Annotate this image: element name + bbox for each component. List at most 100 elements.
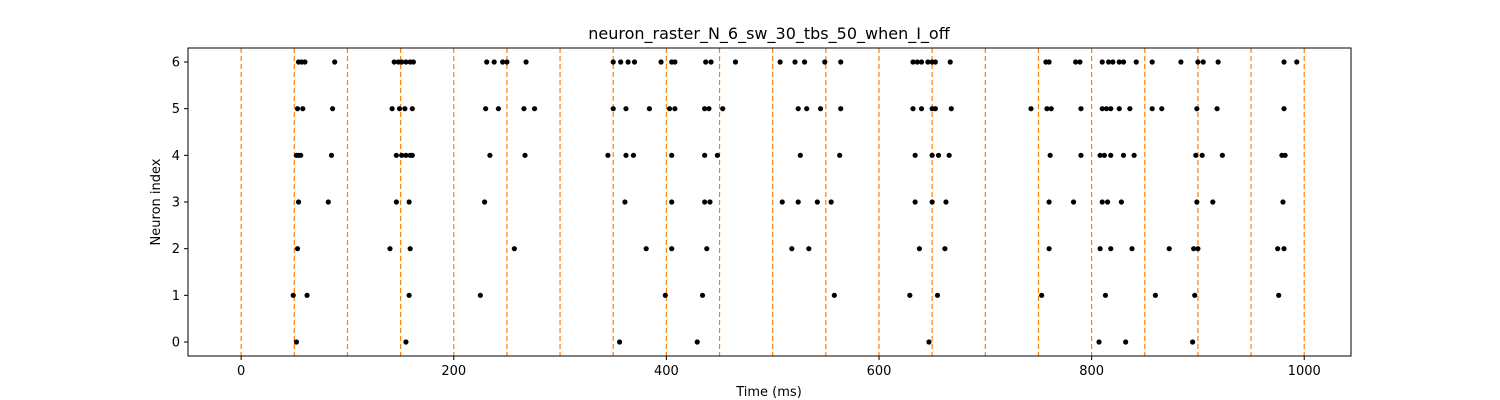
spike-dot xyxy=(918,59,925,65)
spike-dot xyxy=(792,59,798,65)
spike-dot xyxy=(801,59,808,65)
spike-dot xyxy=(838,106,844,112)
spike-dot xyxy=(943,199,949,205)
spike-dot xyxy=(1028,106,1034,112)
spike-dot xyxy=(622,199,628,205)
spike-dot xyxy=(914,59,920,65)
spike-dot xyxy=(610,59,616,65)
spike-dot xyxy=(831,292,837,298)
spike-dot xyxy=(1099,106,1105,112)
spike-dot xyxy=(1078,106,1084,112)
spike-dot xyxy=(325,199,331,205)
spike-dot xyxy=(732,59,739,65)
spike-dot xyxy=(1195,59,1201,65)
spike-dot xyxy=(720,106,726,112)
spike-dot xyxy=(797,152,803,158)
spike-dot xyxy=(929,199,935,205)
spike-dot xyxy=(702,106,708,112)
spike-dot xyxy=(1214,106,1220,112)
spike-dot xyxy=(521,106,527,112)
spike-dot xyxy=(910,106,916,112)
spike-dot xyxy=(1282,152,1288,158)
spike-dot xyxy=(1194,199,1200,205)
spike-dot xyxy=(1280,199,1286,205)
x-tick-label: 0 xyxy=(237,364,245,379)
spike-dot xyxy=(1116,59,1122,65)
spike-dot xyxy=(617,339,623,345)
spike-dot xyxy=(477,292,483,298)
spike-dot xyxy=(1048,106,1054,112)
spike-dot xyxy=(1152,292,1158,298)
spike-dot xyxy=(1276,292,1282,298)
spike-dot xyxy=(294,246,301,252)
spike-dot xyxy=(1133,59,1139,65)
spike-dot xyxy=(916,246,922,252)
y-axis-label: Neuron index xyxy=(149,158,164,245)
spike-dot xyxy=(837,152,843,158)
spike-dot xyxy=(391,59,397,65)
spike-dot xyxy=(484,59,490,65)
spike-dot xyxy=(934,292,941,298)
spike-dot xyxy=(704,246,710,252)
spike-dot xyxy=(789,246,795,252)
spike-dot xyxy=(912,152,918,158)
spike-dot xyxy=(399,59,405,65)
spike-dot xyxy=(1275,246,1281,252)
spike-dot xyxy=(1178,59,1184,65)
spike-dot xyxy=(332,59,338,65)
spike-dot xyxy=(817,106,824,112)
spike-dot xyxy=(406,199,412,205)
spike-dot xyxy=(1046,246,1052,252)
spike-dot xyxy=(1097,152,1103,158)
spike-dot xyxy=(935,152,942,158)
spike-dot xyxy=(1104,199,1111,205)
spike-dot xyxy=(1099,199,1105,205)
spike-dot xyxy=(912,199,918,205)
spike-dot xyxy=(1149,59,1155,65)
spike-dot xyxy=(946,152,952,158)
spike-dot xyxy=(1294,59,1300,65)
spike-dot xyxy=(662,292,668,298)
spike-dot xyxy=(623,106,629,112)
spike-dot xyxy=(699,292,706,298)
x-tick-label: 600 xyxy=(867,364,892,379)
spike-dot xyxy=(409,106,415,112)
x-tick-label: 1000 xyxy=(1288,364,1321,379)
spike-dot xyxy=(643,246,649,252)
spike-dot xyxy=(795,106,801,112)
spike-dot xyxy=(948,106,954,112)
spike-dot xyxy=(393,152,399,158)
spike-dot xyxy=(1116,106,1122,112)
spike-dot xyxy=(1108,246,1114,252)
spike-dot xyxy=(511,246,517,252)
spike-dot xyxy=(389,106,395,112)
spike-dot xyxy=(610,106,616,112)
spike-dot xyxy=(942,246,948,252)
spike-dot xyxy=(1070,199,1077,205)
spike-dot xyxy=(702,199,708,205)
plot-frame xyxy=(187,47,1352,357)
spike-dot xyxy=(702,152,708,158)
x-axis-ticks: 0 200 400 600 800 1000 xyxy=(237,356,1321,379)
spike-dot xyxy=(387,246,393,252)
spike-dot xyxy=(399,152,405,158)
spike-dot xyxy=(1096,339,1102,345)
spike-dot xyxy=(1210,199,1216,205)
spike-dot xyxy=(1097,246,1103,252)
spike-dot xyxy=(298,152,304,158)
spike-dot xyxy=(491,59,497,65)
chart-title: neuron_raster_N_6_sw_30_tbs_50_when_I_of… xyxy=(588,24,950,44)
spike-dot xyxy=(1073,59,1079,65)
spike-dot xyxy=(779,199,785,205)
x-tick-label: 200 xyxy=(441,364,466,379)
spike-dot xyxy=(804,106,810,112)
spike-dot xyxy=(1103,106,1110,112)
spike-dot xyxy=(708,59,714,65)
spike-dot xyxy=(396,106,403,112)
spike-dot xyxy=(1190,339,1196,345)
spike-dot xyxy=(1159,106,1165,112)
spike-dot xyxy=(623,152,629,158)
spike-dot xyxy=(838,59,844,65)
y-axis-ticks: 0 1 2 3 4 5 6 xyxy=(172,56,188,351)
